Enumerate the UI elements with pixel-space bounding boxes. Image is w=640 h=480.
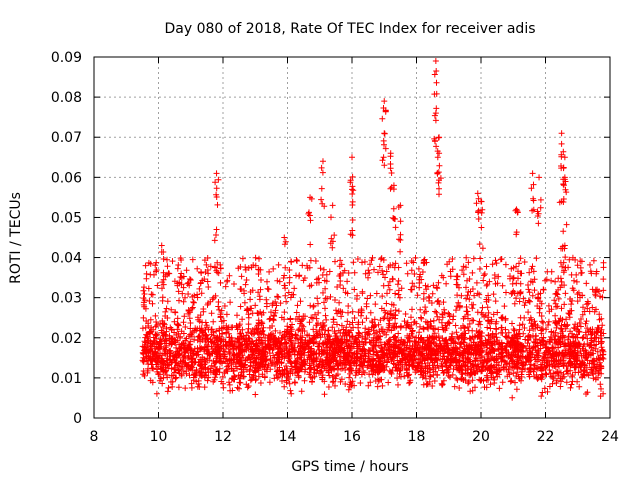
- peak-point: [474, 190, 481, 197]
- peak-point: [513, 206, 520, 213]
- y-axis-label: ROTI / TECUs: [8, 192, 24, 284]
- x-tick-label: 12: [214, 429, 232, 445]
- x-tick-label: 16: [343, 429, 361, 445]
- y-tick-label: 0.02: [51, 331, 82, 347]
- peak-point: [319, 158, 326, 165]
- peak-point: [536, 174, 543, 181]
- x-tick-label: 8: [90, 429, 99, 445]
- y-tick-label: 0.03: [51, 291, 82, 307]
- peak-point: [558, 130, 565, 137]
- peak-point: [432, 58, 439, 65]
- peak-point: [349, 154, 355, 161]
- peak-point: [142, 262, 149, 269]
- peak-point: [529, 170, 536, 177]
- peak-point: [381, 98, 388, 105]
- x-tick-label: 24: [601, 429, 619, 445]
- ticks-layer: 8 10 12 14 16 18 20 22 24 0 0.01 0.02 0.03 0.04 0.05 0.…: [51, 50, 619, 445]
- y-tick-label: 0.04: [51, 251, 82, 267]
- x-axis-label: GPS time / hours: [291, 459, 408, 475]
- x-tick-label: 22: [537, 429, 555, 445]
- scatter-points: [139, 68, 607, 401]
- y-tick-label: 0.05: [51, 210, 82, 226]
- y-tick-label: 0.09: [51, 50, 82, 66]
- x-tick-label: 14: [279, 429, 297, 445]
- peak-point: [561, 154, 568, 161]
- y-tick-label: 0.07: [51, 130, 82, 146]
- peak-point: [281, 234, 288, 241]
- peak-point: [397, 202, 404, 209]
- x-tick-label: 18: [408, 429, 426, 445]
- y-tick-label: 0.01: [51, 371, 82, 387]
- x-tick-label: 10: [150, 429, 168, 445]
- y-tick-label: 0: [73, 411, 82, 427]
- x-tick-label: 20: [472, 429, 490, 445]
- y-tick-label: 0.06: [51, 170, 82, 186]
- chart-title: Day 080 of 2018, Rate Of TEC Index for r…: [164, 21, 535, 37]
- data-points-layer: [139, 58, 607, 401]
- y-tick-label: 0.08: [51, 90, 82, 106]
- peak-point: [329, 202, 336, 209]
- peak-point: [213, 226, 220, 233]
- grid-layer: [94, 57, 610, 418]
- peak-point: [158, 242, 165, 249]
- peak-point: [213, 170, 220, 177]
